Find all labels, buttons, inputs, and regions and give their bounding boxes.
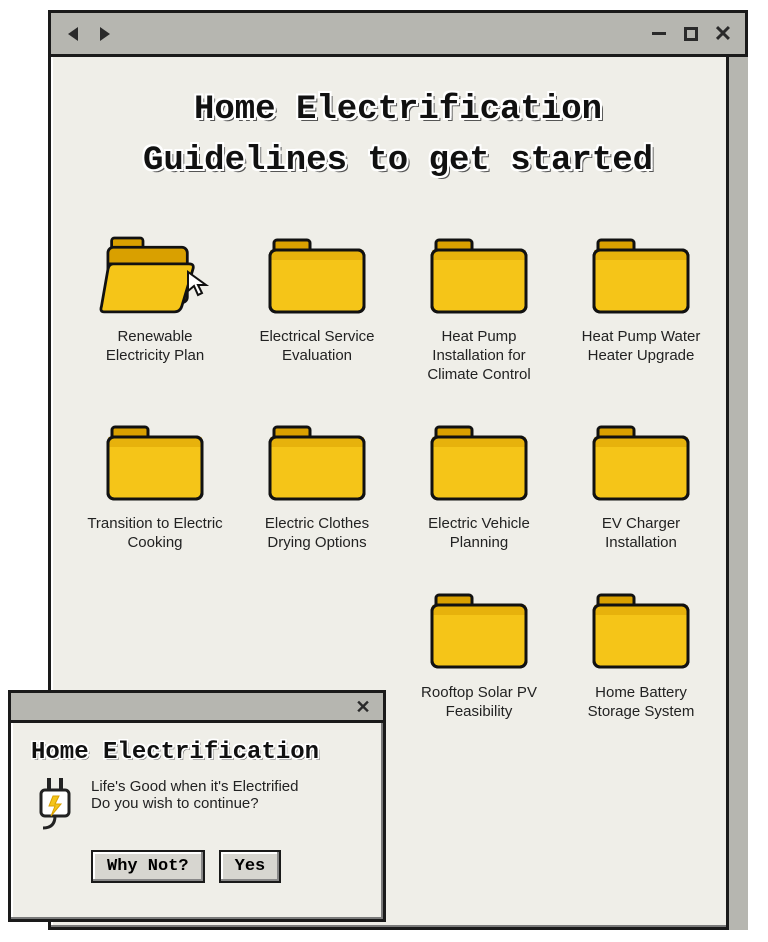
folder-label: Renewable Electricity Plan <box>85 328 225 366</box>
dialog-window: ✕ Home Electrification Life's Good when … <box>8 690 386 922</box>
folder-label: Electric Vehicle Planning <box>409 515 549 553</box>
dialog-title: Home Electrification <box>31 739 383 766</box>
folder-item[interactable]: Renewable Electricity Plan <box>79 227 231 384</box>
dialog-text-line2: Do you wish to continue? <box>91 795 299 812</box>
folder-label: Heat Pump Installation for Climate Contr… <box>409 328 549 384</box>
folder-item[interactable]: Heat Pump Water Heater Upgrade <box>565 227 717 384</box>
folder-item[interactable]: Transition to Electric Cooking <box>79 414 231 553</box>
close-button[interactable]: ✕ <box>711 22 735 46</box>
nav-forward-button[interactable] <box>93 22 117 46</box>
yes-button[interactable]: Yes <box>219 850 282 883</box>
folder-item[interactable]: Home Battery Storage System <box>565 583 717 722</box>
plug-icon <box>33 778 77 836</box>
folder-item[interactable]: Rooftop Solar PV Feasibility <box>403 583 555 722</box>
folder-label: EV Charger Installation <box>571 515 711 553</box>
scrollbar[interactable] <box>726 57 748 930</box>
folder-open-icon <box>95 227 215 322</box>
folder-label: Heat Pump Water Heater Upgrade <box>571 328 711 366</box>
folder-icon <box>257 414 377 509</box>
folder-icon <box>419 414 539 509</box>
dialog-text-line1: Life's Good when it's Electrified <box>91 778 299 795</box>
why-not-button[interactable]: Why Not? <box>91 850 205 883</box>
folder-item[interactable]: Heat Pump Installation for Climate Contr… <box>403 227 555 384</box>
folder-label: Rooftop Solar PV Feasibility <box>409 684 549 722</box>
folder-icon <box>419 583 539 678</box>
minimize-button[interactable] <box>647 22 671 46</box>
dialog-close-button[interactable]: ✕ <box>351 695 375 719</box>
folder-label: Transition to Electric Cooking <box>85 515 225 553</box>
dialog-titlebar: ✕ <box>11 693 383 723</box>
dialog-buttons: Why Not? Yes <box>11 836 383 883</box>
folder-icon <box>581 583 701 678</box>
folder-icon <box>581 414 701 509</box>
nav-back-button[interactable] <box>61 22 85 46</box>
folder-icon <box>95 414 215 509</box>
dialog-text: Life's Good when it's Electrified Do you… <box>91 778 299 812</box>
dialog-body: Life's Good when it's Electrified Do you… <box>11 774 383 836</box>
folder-icon <box>257 227 377 322</box>
folder-item[interactable]: Electric Vehicle Planning <box>403 414 555 553</box>
folder-icon <box>581 227 701 322</box>
folder-icon <box>419 227 539 322</box>
main-titlebar: ✕ <box>51 13 745 57</box>
folder-item[interactable]: Electrical Service Evaluation <box>241 227 393 384</box>
folder-item[interactable]: EV Charger Installation <box>565 414 717 553</box>
page-title-line2: Guidelines to get started <box>71 136 725 187</box>
page-title: Home Electrification Guidelines to get s… <box>71 85 725 187</box>
maximize-button[interactable] <box>679 22 703 46</box>
folder-label: Home Battery Storage System <box>571 684 711 722</box>
page-title-line1: Home Electrification <box>71 85 725 136</box>
folder-item[interactable]: Electric Clothes Drying Options <box>241 414 393 553</box>
folders-grid: Renewable Electricity Plan Electrical Se… <box>51 197 745 731</box>
folder-label: Electrical Service Evaluation <box>247 328 387 366</box>
folder-label: Electric Clothes Drying Options <box>247 515 387 553</box>
